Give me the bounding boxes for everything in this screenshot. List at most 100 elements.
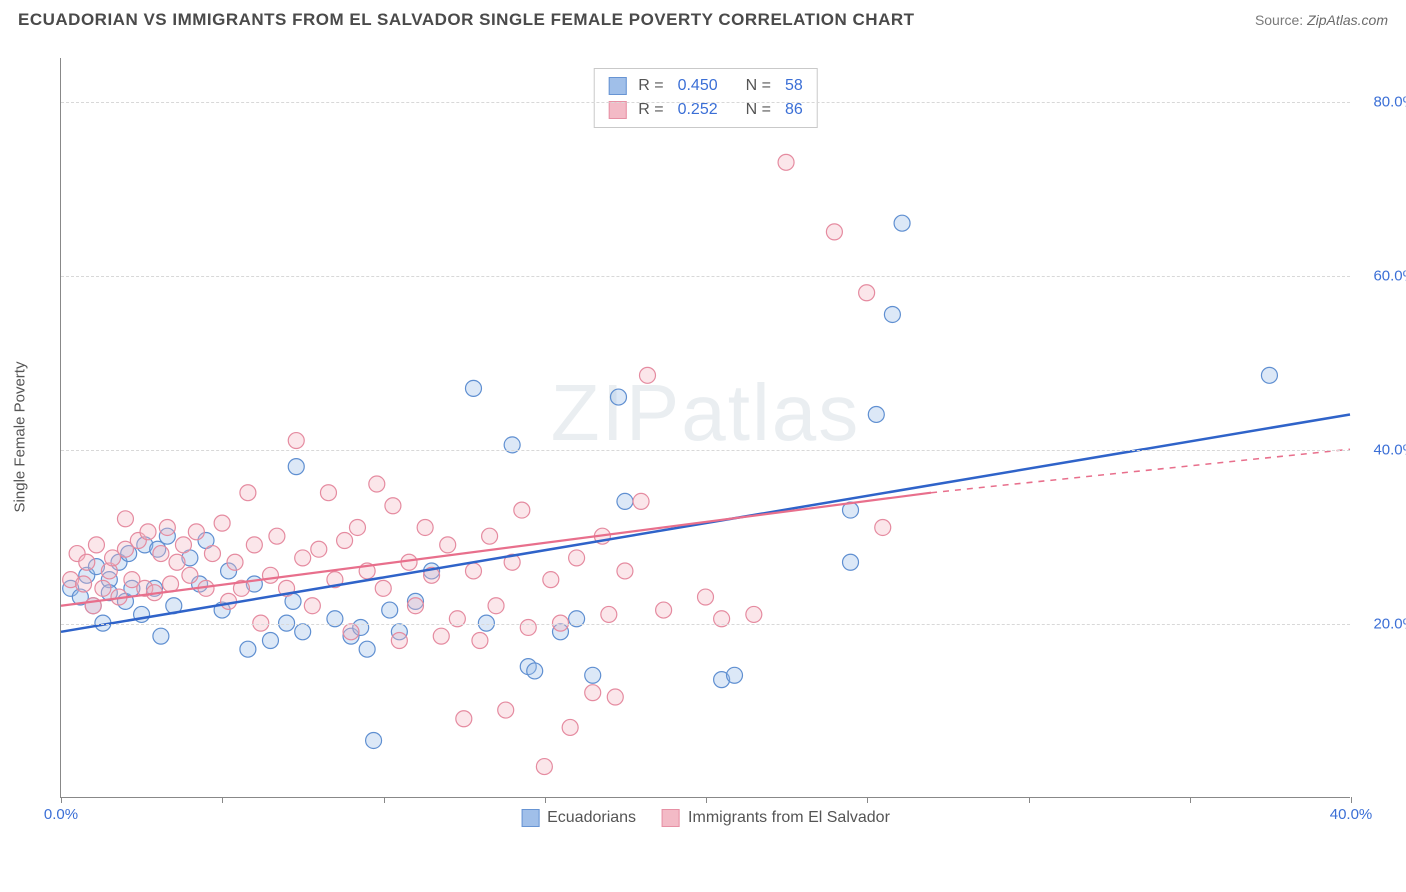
data-point [633,493,649,509]
x-tick [706,797,707,803]
legend-swatch [608,101,626,119]
y-tick-label: 40.0% [1373,441,1406,458]
x-tick-label: 40.0% [1330,806,1373,823]
data-point [585,667,601,683]
data-point [488,598,504,614]
y-axis-label: Single Female Poverty [12,362,29,513]
data-point [543,572,559,588]
data-point [894,215,910,231]
x-tick [867,797,868,803]
data-point [262,567,278,583]
data-point [117,511,133,527]
data-point [304,598,320,614]
legend-series-label: Ecuadorians [547,809,636,827]
data-point [359,641,375,657]
data-point [227,554,243,570]
data-point [153,628,169,644]
source-credit: Source: ZipAtlas.com [1255,12,1388,28]
data-point [369,476,385,492]
data-point [188,524,204,540]
data-point [269,528,285,544]
data-point [337,533,353,549]
data-point [640,367,656,383]
data-point [175,537,191,553]
data-point [417,519,433,535]
data-point [153,546,169,562]
x-tick [222,797,223,803]
data-point [778,154,794,170]
data-point [498,702,514,718]
data-point [482,528,498,544]
n-label: N = [746,74,771,98]
data-point [391,633,407,649]
chart-title: ECUADORIAN VS IMMIGRANTS FROM EL SALVADO… [18,10,915,30]
data-point [204,546,220,562]
x-tick [1029,797,1030,803]
x-tick-label: 0.0% [44,806,78,823]
data-point [79,554,95,570]
gridline-h [61,102,1350,103]
data-point [159,519,175,535]
data-point [536,759,552,775]
data-point [295,624,311,640]
data-point [472,633,488,649]
data-point [607,689,623,705]
data-point [610,389,626,405]
data-point [407,598,423,614]
data-point [465,380,481,396]
data-point [76,576,92,592]
regression-line [61,493,931,606]
gridline-h [61,450,1350,451]
data-point [859,285,875,301]
legend-correlation-row: R =0.450N =58 [608,74,803,98]
data-point [246,537,262,553]
data-point [884,306,900,322]
data-point [320,485,336,501]
x-tick [1351,797,1352,803]
legend-series-item: Ecuadorians [521,809,636,827]
data-point [585,685,601,701]
data-point [95,580,111,596]
x-tick [384,797,385,803]
data-point [514,502,530,518]
data-point [1261,367,1277,383]
data-point [843,554,859,570]
data-point [288,433,304,449]
source-link[interactable]: ZipAtlas.com [1307,12,1388,28]
data-point [826,224,842,240]
data-point [182,567,198,583]
data-point [433,628,449,644]
data-point [288,459,304,475]
data-point [875,519,891,535]
data-point [349,519,365,535]
plot-region: ZIPatlas R =0.450N =58R =0.252N =86 Ecua… [60,58,1350,798]
data-point [214,515,230,531]
y-tick-label: 80.0% [1373,93,1406,110]
data-point [140,524,156,540]
legend-series: Ecuadorians Immigrants from El Salvador [521,809,890,827]
data-point [601,606,617,622]
data-point [520,619,536,635]
legend-swatch [662,809,680,827]
data-point [569,550,585,566]
legend-series-item: Immigrants from El Salvador [662,809,890,827]
data-point [527,663,543,679]
gridline-h [61,276,1350,277]
data-point [240,641,256,657]
legend-series-label: Immigrants from El Salvador [688,809,890,827]
gridline-h [61,624,1350,625]
y-tick-label: 20.0% [1373,615,1406,632]
y-tick-label: 60.0% [1373,267,1406,284]
n-value: 58 [785,74,803,98]
x-tick [545,797,546,803]
data-point [727,667,743,683]
data-point [295,550,311,566]
data-point [656,602,672,618]
data-point [440,537,456,553]
legend-swatch [521,809,539,827]
data-point [343,624,359,640]
data-point [617,493,633,509]
x-tick [61,797,62,803]
regression-line-extension [931,449,1350,492]
data-point [88,537,104,553]
